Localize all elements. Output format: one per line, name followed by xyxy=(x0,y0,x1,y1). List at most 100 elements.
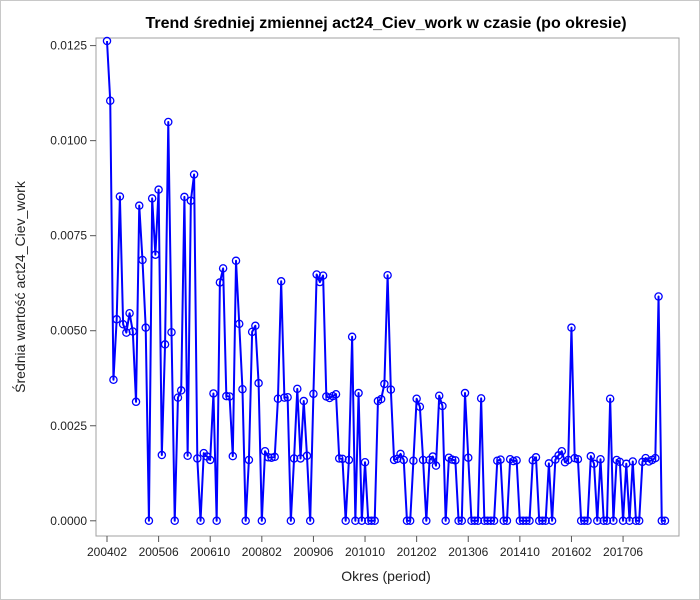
data-point xyxy=(386,385,396,394)
data-point xyxy=(244,455,254,465)
data-point xyxy=(534,516,544,526)
data-point xyxy=(112,315,121,324)
data-point xyxy=(151,250,160,259)
data-point xyxy=(283,392,292,402)
data-point xyxy=(383,270,392,280)
data-point xyxy=(567,323,576,332)
data-point xyxy=(428,452,438,461)
data-point xyxy=(370,516,379,526)
data-point xyxy=(583,516,592,526)
data-point xyxy=(593,516,602,526)
data-point xyxy=(618,516,628,526)
data-point xyxy=(360,457,370,467)
y-tick-label: 0.0100 xyxy=(50,134,87,148)
data-point xyxy=(496,455,505,464)
data-point xyxy=(415,402,425,411)
data-point xyxy=(467,516,476,526)
data-point xyxy=(589,459,599,469)
x-tick-label: 201010 xyxy=(345,545,385,559)
data-point xyxy=(231,256,241,266)
data-point xyxy=(557,446,567,456)
data-point xyxy=(186,196,196,205)
data-point xyxy=(518,516,528,526)
x-tick-label: 201410 xyxy=(500,545,540,559)
data-point xyxy=(599,516,608,526)
data-point xyxy=(109,375,118,385)
y-tick-label: 0.0025 xyxy=(50,419,87,433)
data-point xyxy=(228,451,238,461)
data-point xyxy=(254,378,263,388)
series-line xyxy=(106,40,665,522)
data-point xyxy=(302,451,312,461)
data-point xyxy=(473,516,483,526)
x-axis-title: Okres (period) xyxy=(341,568,430,584)
data-point xyxy=(141,323,150,332)
data-point xyxy=(209,389,218,398)
data-point xyxy=(102,36,112,46)
x-tick-label: 201306 xyxy=(448,545,488,559)
x-tick-label: 201602 xyxy=(551,545,591,559)
data-point xyxy=(264,453,273,462)
data-point xyxy=(596,454,605,464)
data-point xyxy=(402,516,412,526)
x-axis: 200402 200506 200610 200802 200906 201010 2012… xyxy=(87,536,643,559)
data-point xyxy=(341,516,350,526)
data-point xyxy=(251,321,260,331)
data-point xyxy=(605,394,615,404)
data-point xyxy=(270,452,279,462)
data-point xyxy=(489,516,499,526)
data-point xyxy=(225,392,234,401)
series-layer xyxy=(102,36,670,526)
data-point xyxy=(412,394,421,404)
data-point xyxy=(218,264,228,273)
data-point xyxy=(105,96,115,105)
data-point xyxy=(438,401,447,411)
data-point xyxy=(170,516,179,526)
data-point xyxy=(334,454,344,463)
data-point xyxy=(134,201,144,210)
data-point xyxy=(357,516,367,526)
data-point xyxy=(164,117,173,127)
data-point xyxy=(128,327,138,336)
x-tick-label: 200906 xyxy=(293,545,333,559)
data-point xyxy=(463,453,473,462)
data-point xyxy=(499,516,508,526)
data-point xyxy=(131,397,141,407)
data-point xyxy=(351,516,360,526)
data-point xyxy=(176,386,186,395)
plot-frame xyxy=(95,37,680,537)
data-point xyxy=(441,516,450,526)
data-point xyxy=(483,516,492,526)
data-point xyxy=(354,388,363,398)
data-point xyxy=(147,194,157,203)
data-point xyxy=(476,394,486,403)
data-point xyxy=(525,516,534,526)
data-point xyxy=(160,340,170,349)
data-point xyxy=(609,516,618,526)
x-tick-label: 200402 xyxy=(87,545,127,559)
data-point xyxy=(538,516,547,526)
data-point xyxy=(460,388,470,398)
data-point xyxy=(586,451,596,461)
y-tick-label: 0.0125 xyxy=(50,39,87,53)
data-point xyxy=(431,461,441,470)
data-point xyxy=(405,516,415,526)
data-point xyxy=(280,393,289,402)
y-tick-label: 0.0050 xyxy=(50,324,87,338)
data-point xyxy=(305,516,315,526)
data-point xyxy=(509,456,518,466)
y-tick-label: 0.0000 xyxy=(50,514,87,528)
data-point xyxy=(299,396,308,406)
data-point xyxy=(422,516,431,526)
data-point xyxy=(654,292,663,301)
data-point xyxy=(434,391,444,400)
data-point xyxy=(347,332,357,342)
data-point xyxy=(547,516,557,526)
data-point xyxy=(651,453,660,463)
data-point xyxy=(309,389,318,399)
data-point xyxy=(454,516,463,526)
data-point xyxy=(118,319,128,329)
data-point xyxy=(531,453,541,462)
chart-title: Trend średniej zmiennej act24_Ciev_work … xyxy=(145,15,626,32)
data-point xyxy=(180,192,189,202)
